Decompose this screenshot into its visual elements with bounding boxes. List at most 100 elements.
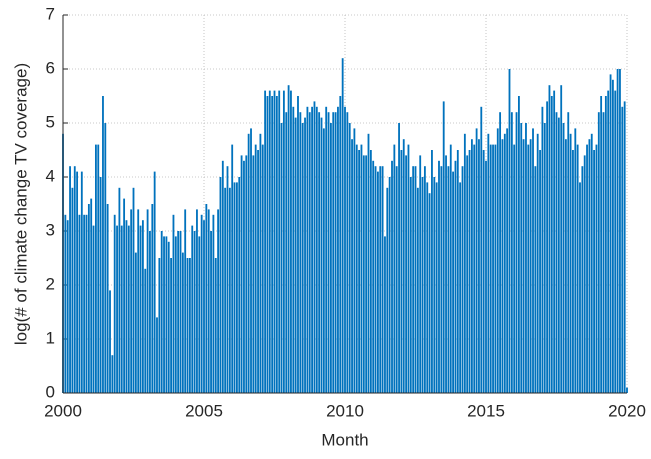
- bar: [456, 150, 459, 393]
- bar: [586, 144, 588, 393]
- bar: [311, 106, 314, 394]
- y-axis-label: log(# of climate change TV coverage): [11, 63, 30, 345]
- bar: [254, 144, 257, 393]
- bar: [306, 106, 309, 394]
- bar: [482, 150, 485, 393]
- bar: [268, 90, 271, 393]
- bar: [614, 90, 617, 393]
- bar: [264, 90, 267, 393]
- bar: [233, 182, 236, 393]
- bar: [318, 112, 321, 393]
- bar: [381, 166, 384, 393]
- bar: [304, 117, 306, 393]
- bar: [532, 128, 534, 393]
- bar: [438, 160, 440, 393]
- bar: [252, 155, 255, 393]
- bar: [102, 96, 104, 393]
- bar: [301, 123, 304, 393]
- bar: [539, 150, 541, 393]
- bar: [163, 236, 165, 393]
- bar: [69, 166, 71, 393]
- bar: [109, 290, 111, 393]
- bar: [280, 123, 283, 393]
- bar: [510, 112, 513, 393]
- bar: [590, 133, 593, 394]
- bar: [527, 144, 530, 393]
- bar: [402, 139, 405, 393]
- bar: [322, 128, 325, 393]
- bar: [428, 193, 431, 393]
- bar: [597, 112, 600, 393]
- bar: [393, 144, 396, 393]
- bar: [203, 220, 205, 393]
- bar: [588, 139, 591, 393]
- bar: [365, 155, 368, 393]
- bar: [123, 198, 126, 393]
- bar: [170, 258, 173, 393]
- bar: [398, 123, 400, 393]
- bar: [426, 182, 429, 393]
- bar: [567, 112, 570, 393]
- bar: [214, 258, 217, 393]
- bar: [329, 123, 332, 393]
- bar: [400, 150, 403, 393]
- bar: [487, 133, 490, 394]
- y-tick-label: 3: [46, 220, 55, 239]
- bar: [315, 106, 318, 394]
- bar: [433, 177, 436, 393]
- bar: [228, 187, 231, 393]
- bar: [297, 96, 299, 393]
- bar: [621, 106, 624, 394]
- y-tick-label: 2: [46, 274, 55, 293]
- bar: [271, 96, 274, 393]
- bar: [421, 177, 424, 393]
- bar: [66, 220, 69, 393]
- bar: [550, 96, 553, 393]
- bar: [440, 166, 443, 393]
- bar: [92, 225, 95, 393]
- bar: [391, 160, 393, 393]
- bar: [113, 214, 116, 393]
- bar: [529, 139, 532, 393]
- bar: [87, 204, 90, 393]
- bar: [480, 106, 483, 394]
- bar: [395, 166, 398, 393]
- bar: [508, 69, 511, 393]
- bar: [447, 166, 450, 393]
- bar: [235, 182, 238, 393]
- y-tick-label: 1: [46, 328, 55, 347]
- bar: [134, 252, 137, 393]
- bar: [153, 171, 156, 393]
- bar: [555, 112, 558, 393]
- bar: [445, 155, 447, 393]
- bar: [478, 139, 480, 393]
- bar: [416, 187, 419, 393]
- bar: [278, 90, 281, 393]
- bar: [609, 74, 612, 394]
- bar: [579, 182, 581, 393]
- bar: [506, 128, 509, 393]
- bar: [494, 144, 497, 393]
- bar: [515, 112, 518, 393]
- bar: [574, 128, 577, 393]
- bar: [468, 150, 471, 393]
- bar: [600, 96, 603, 393]
- bar: [111, 355, 114, 393]
- bar: [626, 387, 628, 393]
- bar: [205, 204, 208, 393]
- y-tick-label: 7: [46, 4, 55, 23]
- bar: [492, 144, 494, 393]
- bar: [80, 171, 83, 393]
- bar: [616, 69, 619, 393]
- bar: [193, 231, 196, 393]
- bar: [423, 166, 426, 393]
- bar: [308, 112, 311, 393]
- bar: [299, 112, 302, 393]
- bar: [71, 187, 74, 393]
- bar: [243, 160, 245, 393]
- bar: [353, 128, 356, 393]
- bar: [156, 317, 158, 393]
- bar: [376, 171, 379, 393]
- bar: [583, 155, 586, 393]
